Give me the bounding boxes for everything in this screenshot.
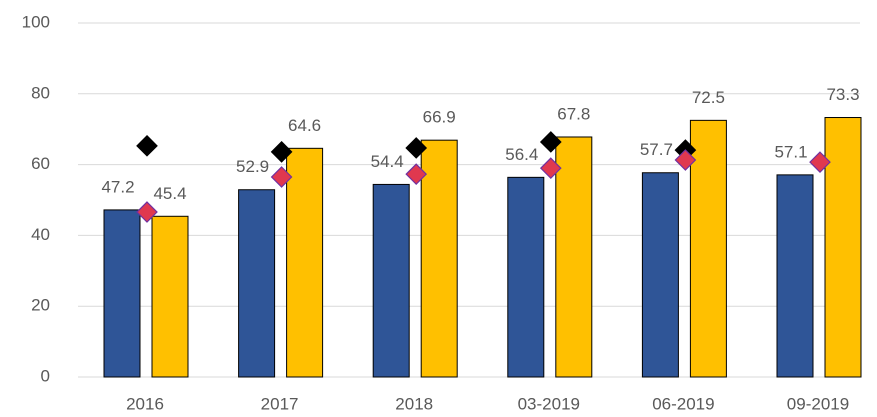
y-tick-label: 60 — [31, 154, 50, 173]
y-tick-label: 20 — [31, 296, 50, 315]
bar — [103, 209, 141, 378]
bar — [372, 183, 410, 378]
bar — [238, 189, 276, 378]
x-tick-label: 2016 — [126, 394, 164, 413]
x-tick-label: 03-2019 — [518, 394, 580, 413]
data-label: 72.5 — [692, 88, 725, 107]
marker — [539, 157, 562, 179]
marker — [539, 131, 562, 153]
bar — [151, 215, 189, 378]
marker — [405, 163, 428, 186]
bar — [776, 174, 814, 378]
data-label: 64.6 — [288, 116, 321, 135]
data-label: 52.9 — [236, 157, 269, 176]
data-label: 73.3 — [826, 85, 859, 104]
marker — [405, 137, 428, 159]
x-tick-label: 2018 — [395, 394, 433, 413]
data-label: 47.2 — [101, 177, 134, 196]
bar — [641, 172, 679, 378]
bar — [420, 139, 458, 378]
x-tick-label: 06-2019 — [652, 394, 714, 413]
bar — [286, 147, 324, 378]
data-label: 54.4 — [371, 152, 404, 171]
y-tick-label: 80 — [31, 83, 50, 102]
x-tick-label: 2017 — [261, 394, 299, 413]
marker — [136, 201, 158, 223]
bar — [555, 136, 593, 378]
bar — [689, 119, 727, 378]
marker — [674, 149, 697, 171]
bar — [824, 117, 862, 378]
data-label: 56.4 — [505, 145, 538, 164]
y-tick-label: 40 — [31, 225, 50, 244]
marker — [136, 134, 158, 157]
data-label: 57.1 — [774, 142, 807, 161]
marker — [270, 141, 293, 163]
data-label: 66.9 — [423, 108, 456, 127]
x-tick-label: 09-2019 — [787, 394, 849, 413]
marker — [270, 166, 293, 188]
y-tick-label: 0 — [41, 366, 50, 385]
marker — [809, 151, 831, 173]
data-label: 45.4 — [153, 184, 186, 203]
bar — [507, 176, 545, 378]
data-label: 67.8 — [557, 104, 590, 123]
y-tick-label: 100 — [22, 12, 50, 31]
data-label: 57.7 — [640, 140, 673, 159]
